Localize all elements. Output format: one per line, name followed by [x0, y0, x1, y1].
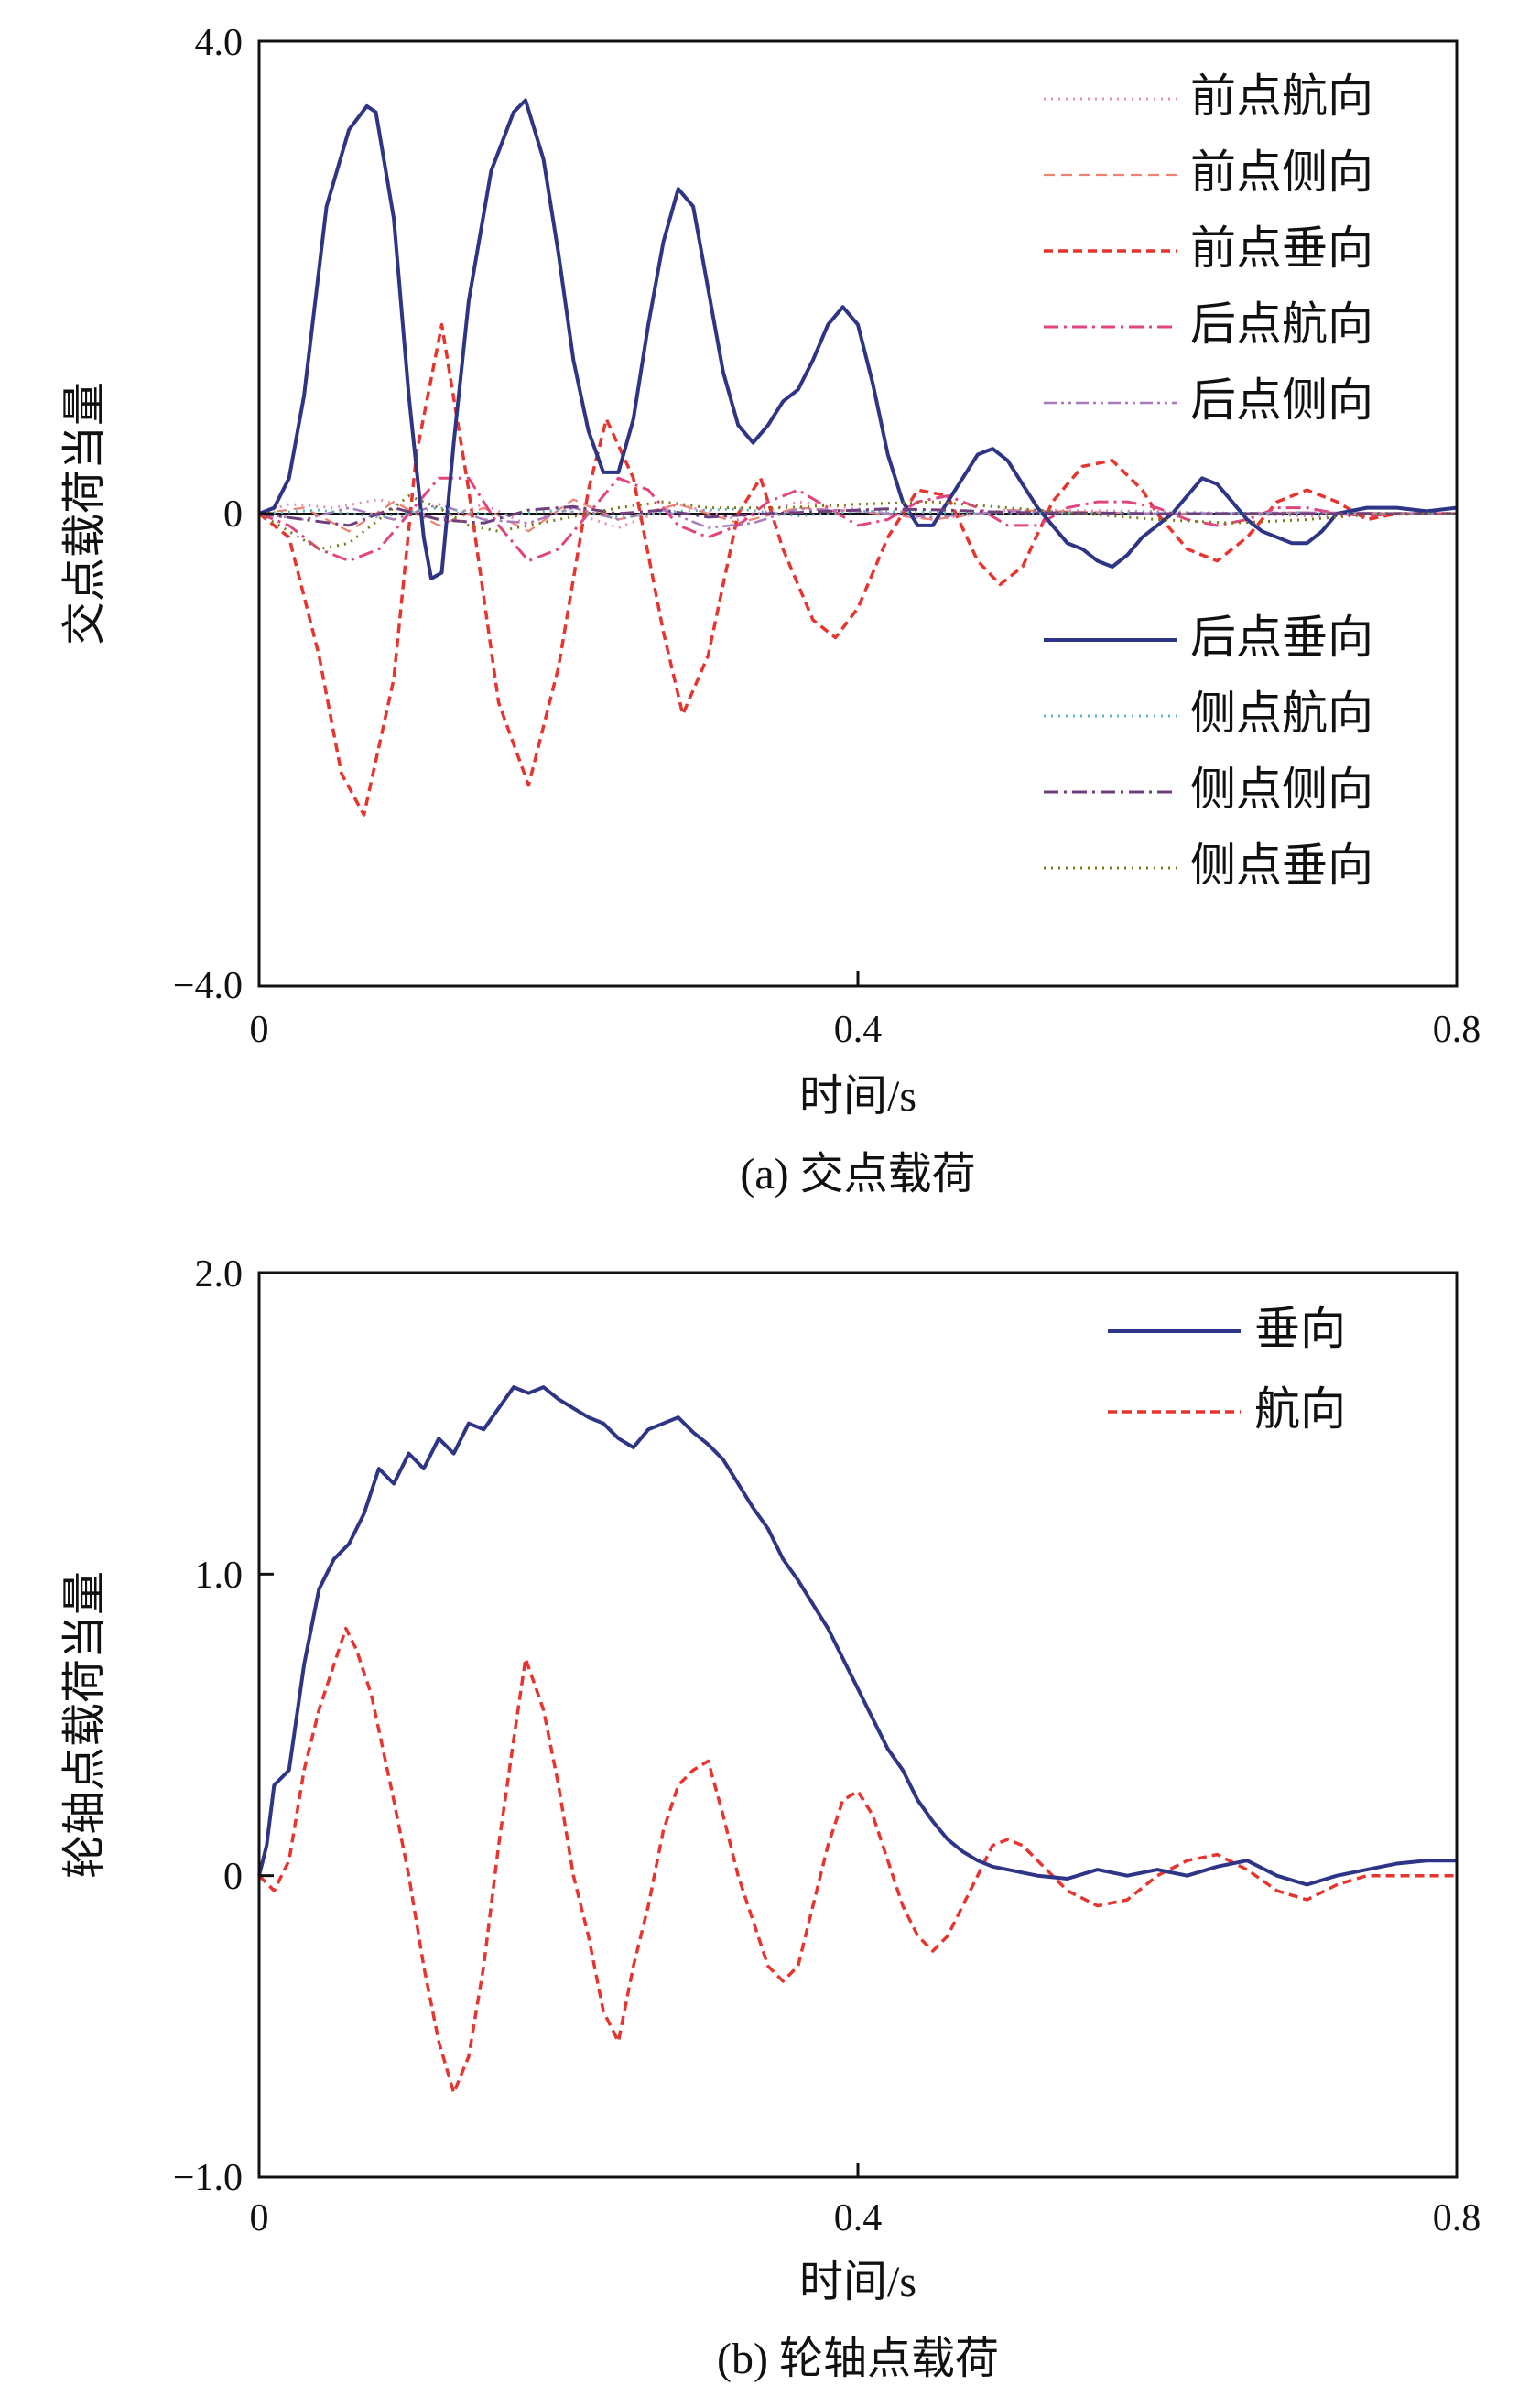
- chart-a-series-6-line: [258, 506, 1457, 519]
- chart-a-series-7-line: [258, 504, 1457, 527]
- legend-label: 前点侧向: [1190, 146, 1373, 198]
- legend-label: 后点侧向: [1190, 374, 1373, 426]
- legend-item: 侧点垂向: [1044, 840, 1373, 891]
- legend-label: 前点航向: [1190, 70, 1373, 122]
- chart-a-series-4-line: [258, 503, 1458, 529]
- chart-b-ticks: [257, 1271, 1459, 2179]
- legend-item: 侧点航向: [1044, 688, 1373, 739]
- legend-label: 航向: [1254, 1383, 1346, 1435]
- chart-b-series-0-line: [257, 1385, 1457, 1887]
- legend-item: 后点航向: [1044, 298, 1373, 350]
- chart-a-series-8-line: [258, 494, 1457, 551]
- legend-item: 侧点侧向: [1044, 764, 1373, 815]
- legend-item: 前点航向: [1044, 70, 1373, 122]
- chart-b-series-layer: [257, 1385, 1457, 2095]
- chart-b-xtick-0: 0: [250, 2197, 269, 2239]
- legend-label: 后点航向: [1190, 298, 1373, 350]
- legend-item: 前点侧向: [1044, 146, 1373, 198]
- chart-a-series-2-line: [257, 322, 1457, 817]
- chart-a-xtick-end: 0.8: [1433, 1009, 1481, 1051]
- chart-b-caption: (b) 轮轴点载荷: [717, 2335, 999, 2383]
- chart-a-xtick-mid: 0.4: [834, 1009, 883, 1051]
- legend-label: 侧点航向: [1190, 688, 1373, 739]
- chart-b-ytick-0: 2.0: [195, 1253, 244, 1296]
- legend-item: 航向: [1108, 1383, 1346, 1435]
- legend-label: 后点垂向: [1190, 612, 1373, 663]
- chart-b-ytick-2: 0: [223, 1856, 243, 1898]
- legend-label: 前点垂向: [1190, 222, 1373, 274]
- chart-a-caption: (a) 交点载荷: [740, 1150, 975, 1198]
- legend-label: 侧点垂向: [1190, 840, 1373, 891]
- legend-label: 侧点侧向: [1190, 764, 1373, 815]
- legend-item: 前点垂向: [1044, 222, 1373, 274]
- chart-a-ytick-bottom: −4.0: [173, 965, 243, 1007]
- legend-label: 垂向: [1254, 1303, 1346, 1354]
- legend-item: 后点侧向: [1044, 374, 1373, 426]
- chart-b-series-1-line: [257, 1626, 1457, 2095]
- chart-b: 2.0 1.0 0 −1.0 0 0.4 0.8 时间/s (b) 轮轴点载荷 …: [60, 1253, 1480, 2383]
- chart-b-ytick-1: 1.0: [195, 1555, 244, 1597]
- chart-a-xtick-0: 0: [250, 1009, 269, 1051]
- legend-item: 垂向: [1108, 1303, 1346, 1354]
- chart-a-ticks: [257, 39, 1459, 988]
- chart-a-series-1-line: [258, 498, 1458, 533]
- chart-a-ytick-top: 4.0: [195, 22, 244, 64]
- chart-b-xtick-mid: 0.4: [834, 2197, 883, 2239]
- chart-a-ytick-zero: 0: [223, 493, 243, 536]
- chart-a-series-5-line: [258, 98, 1458, 580]
- chart-a-series-3-line: [258, 476, 1457, 563]
- chart-b-y-axis-label: 轮轴点载荷当量: [60, 1571, 109, 1879]
- chart-a-series-layer: [257, 98, 1458, 817]
- chart-a-x-axis-label: 时间/s: [799, 1072, 916, 1121]
- chart-b-xtick-end: 0.8: [1433, 2197, 1481, 2239]
- legend-item: 后点垂向: [1044, 612, 1373, 663]
- chart-a: 4.0 0 −4.0 0 0.4 0.8 时间/s (a) 交点载荷 交点载荷当…: [60, 22, 1480, 1198]
- chart-b-ytick-3: −1.0: [173, 2157, 243, 2199]
- chart-a-y-axis-label: 交点载荷当量: [60, 382, 109, 645]
- chart-b-x-axis-label: 时间/s: [799, 2258, 916, 2306]
